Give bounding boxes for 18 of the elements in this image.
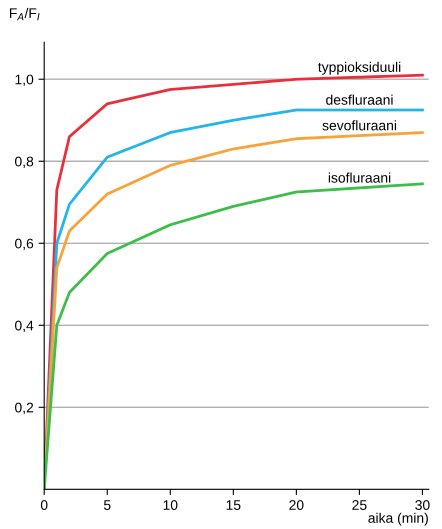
series-label: desfluraani [326, 94, 393, 105]
x-tick-label: 0 [40, 500, 48, 510]
series-label: typpioksiduuli [318, 62, 400, 75]
y-tick-label: 1,0 [16, 74, 34, 86]
x-axis-title: aika (min) [368, 512, 428, 526]
series-label: sevofluraani [322, 120, 396, 130]
y-tick-label: 0,2 [15, 402, 34, 414]
x-tick-label: 20 [289, 500, 304, 510]
y-tick-label: 0,6 [15, 238, 34, 250]
x-tick-label: 10 [164, 500, 178, 510]
x-tick-label: 5 [104, 500, 111, 510]
x-tick-label: 30 [415, 500, 430, 510]
y-axis-title: F$_{A}$/F$_{I}$ [10, 8, 40, 20]
x-tick-label: 15 [226, 500, 240, 510]
y-tick-label: 0,4 [15, 320, 34, 332]
y-tick-label: 0,8 [15, 156, 34, 168]
series-label: isofluraani [328, 172, 390, 183]
x-tick-label: 25 [352, 500, 367, 510]
